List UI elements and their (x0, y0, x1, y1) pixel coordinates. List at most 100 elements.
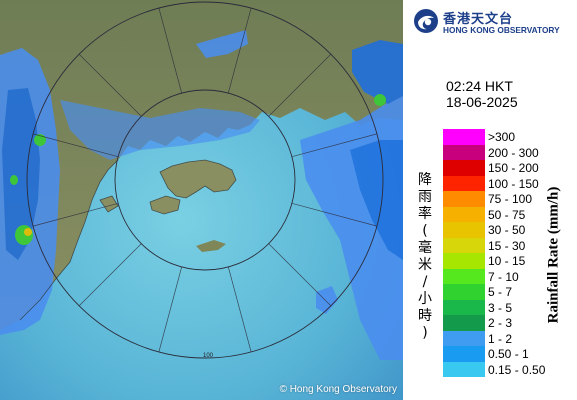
legend-label: 2 - 3 (488, 316, 513, 330)
legend-row: 30 - 50 (443, 222, 553, 238)
range-radial-line (268, 243, 332, 307)
observatory-logo: 香港天文台 HONG KONG OBSERVATORY (413, 8, 573, 38)
range-radial-line (158, 266, 183, 352)
legend-label: 0.15 - 0.50 (488, 362, 546, 377)
legend-swatch (443, 253, 485, 269)
legend-label: 150 - 200 (488, 161, 539, 175)
rain-cell-green-4 (10, 175, 18, 185)
rain-band-north (60, 100, 260, 160)
legend-label: 1 - 2 (488, 331, 513, 346)
legend-row: 7 - 10 (443, 268, 553, 284)
legend-row: 2 - 3 (443, 315, 553, 331)
legend-label: 50 - 75 (488, 207, 526, 222)
legend-label: 200 - 300 (488, 145, 539, 160)
macau-island (100, 196, 118, 212)
rainfall-rate-label-chinese-char: 小 (418, 291, 432, 307)
rainfall-rate-label-chinese-char: / (422, 274, 428, 290)
legend-row: 15 - 30 (443, 237, 553, 253)
legend-label: 7 - 10 (488, 269, 519, 284)
legend-row: 5 - 7 (443, 284, 553, 300)
legend-row: 200 - 300 (443, 144, 553, 160)
legend-row: 75 - 100 (443, 191, 553, 207)
rainfall-rate-label-chinese-char: 時 (418, 308, 432, 324)
rainfall-rate-label-english: Rainfall Rate (mm/h) (545, 186, 562, 324)
range-ring-inner (114, 89, 296, 271)
legend-label: 100 - 150 (488, 176, 539, 191)
rainfall-rate-label-chinese-char: ) (422, 325, 428, 341)
radar-date: 18-06-2025 (446, 94, 518, 110)
range-radial-line (268, 53, 332, 117)
legend-swatch (443, 175, 485, 191)
radar-rain-echoes (0, 30, 403, 360)
rainfall-rate-label-chinese-char: 米 (418, 257, 432, 273)
legend-swatch (443, 206, 485, 222)
rainfall-rate-label-chinese-char: ( (422, 223, 428, 239)
observatory-logo-icon (414, 9, 438, 33)
legend-row: 100 - 150 (443, 175, 553, 191)
lantau-island (150, 196, 180, 214)
legend-label: 15 - 30 (488, 238, 526, 253)
range-radial-line (158, 8, 183, 94)
rain-patch-north (196, 30, 248, 58)
legend-label: 0.50 - 1 (488, 347, 529, 361)
legend-label: 75 - 100 (488, 192, 533, 206)
logo-english-text: HONG KONG OBSERVATORY (443, 25, 560, 35)
legend-row: >300 (443, 129, 553, 145)
coastline-outlines (19, 159, 237, 321)
legend-swatch (443, 237, 485, 253)
legend-label: 30 - 50 (488, 223, 526, 237)
rainfall-rate-label-chinese-char: 降 (418, 172, 432, 188)
range-label: 100 (203, 353, 214, 359)
legend-swatch (443, 268, 485, 284)
legend-swatch (443, 346, 485, 362)
range-radial-line (227, 266, 252, 352)
legend-row: 3 - 5 (443, 299, 553, 315)
range-rings (26, 1, 384, 359)
range-radial-line (227, 8, 252, 94)
legend-swatch (443, 191, 485, 207)
hong-kong-landmass (160, 160, 236, 198)
range-radial-line (291, 133, 377, 158)
legend-row: 150 - 200 (443, 160, 553, 176)
legend-swatch (443, 144, 485, 160)
legend-row: 1 - 2 (443, 330, 553, 346)
range-radials (33, 8, 377, 352)
outlying-island (196, 240, 226, 252)
copyright-text: © Hong Kong Observatory (279, 384, 397, 395)
range-radial-line (291, 202, 377, 227)
legend-swatch (443, 330, 485, 346)
rainfall-legend: >300 200 - 300 150 - 200 100 - 150 75 - 100 5… (443, 129, 553, 377)
rain-cell-green-3 (374, 94, 386, 106)
radar-map[interactable]: 100 © Hong Kong Observatory (0, 0, 403, 400)
legend-panel: 香港天文台 HONG KONG OBSERVATORY 02:24 HKT 18… (403, 0, 577, 400)
range-radial-line (78, 243, 142, 307)
rain-patch-south (316, 286, 338, 314)
range-ring-outer (26, 1, 384, 359)
legend-row: 50 - 75 (443, 206, 553, 222)
legend-swatch (443, 315, 485, 331)
legend-row: 0.50 - 1 (443, 346, 553, 362)
legend-row: 10 - 15 (443, 253, 553, 269)
rain-cell-yellow (24, 228, 32, 236)
rainfall-rate-label-chinese-char: 率 (418, 206, 432, 222)
logo-chinese-text: 香港天文台 (443, 12, 514, 27)
rainfall-rate-label-chinese: 降雨率(毫米 / 小時) (416, 172, 434, 342)
legend-swatch (443, 160, 485, 176)
radar-time: 02:24 HKT (446, 78, 513, 94)
legend-swatch (443, 299, 485, 315)
range-radial-line (33, 202, 119, 227)
rain-band-northeast (352, 40, 403, 104)
legend-swatch (443, 284, 485, 300)
legend-swatch (443, 129, 485, 145)
legend-label: 3 - 5 (488, 300, 513, 315)
rain-band-east-dark (350, 140, 403, 260)
legend-swatch (443, 361, 485, 377)
legend-row: 0.15 - 0.50 (443, 361, 553, 377)
legend-label: 5 - 7 (488, 285, 513, 299)
range-radial-line (33, 133, 119, 158)
range-radial-line (78, 53, 142, 117)
legend-swatch (443, 222, 485, 238)
rainfall-rate-label-chinese-char: 雨 (418, 189, 432, 205)
rain-cell-green-1 (34, 134, 46, 146)
legend-label: >300 (488, 130, 516, 144)
